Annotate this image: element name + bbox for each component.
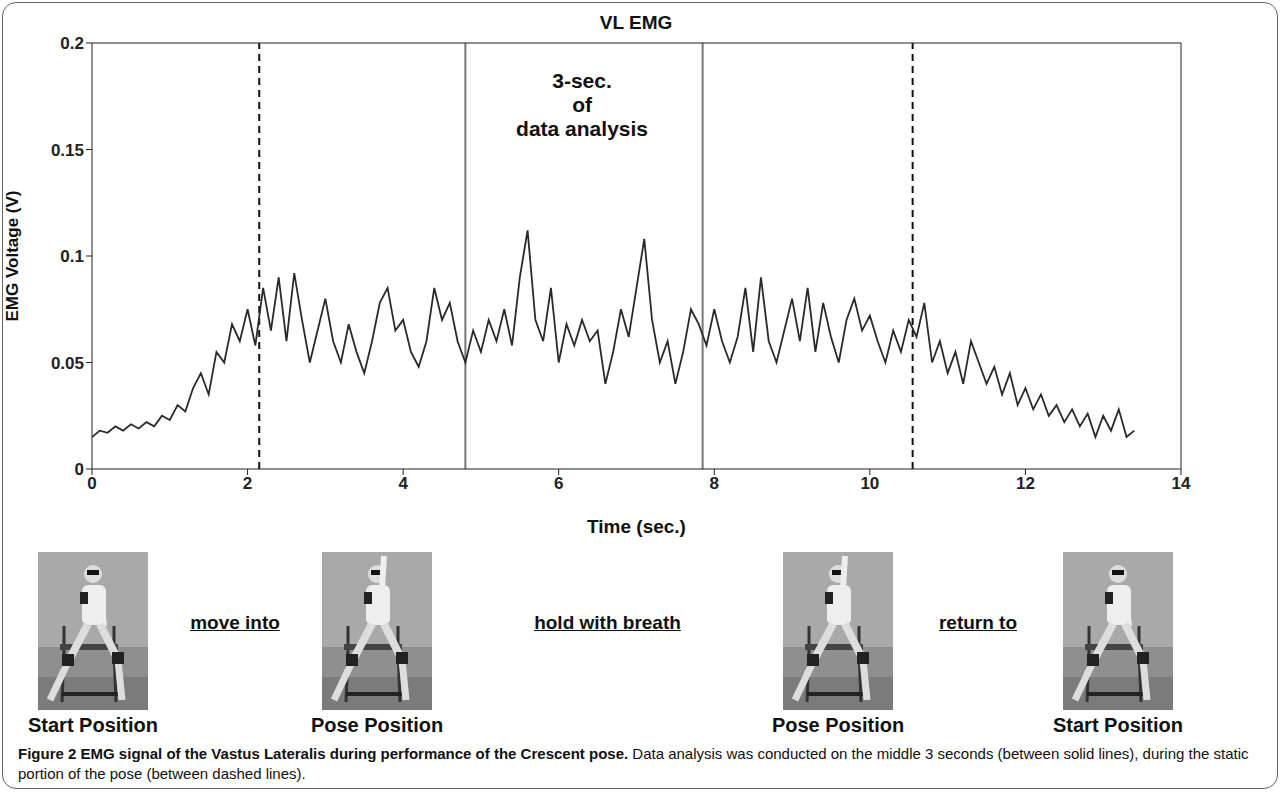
html-text:move into: move into xyxy=(190,612,280,633)
svg-text:0.05: 0.05 xyxy=(51,354,84,373)
html-text:Figure 2 EMG signal of the Vas: Figure 2 EMG signal of the Vastus Latera… xyxy=(18,745,1249,782)
html-text:VL EMG: VL EMG xyxy=(599,12,673,33)
html-text:return to: return to xyxy=(938,612,1017,633)
svg-text:6: 6 xyxy=(554,474,563,493)
svg-text:14: 14 xyxy=(1172,474,1191,493)
svg-text:12: 12 xyxy=(1016,474,1035,493)
html-text:Start Position: Start Position xyxy=(28,714,158,736)
svg-text:0: 0 xyxy=(87,474,96,493)
svg-text:0.1: 0.1 xyxy=(60,247,84,266)
svg-text:8: 8 xyxy=(710,474,719,493)
svg-text:4: 4 xyxy=(398,474,408,493)
svg-text:2: 2 xyxy=(243,474,252,493)
html-text:Pose Position: Pose Position xyxy=(310,714,444,736)
html-text:hold with breath: hold with breath xyxy=(534,612,681,633)
svg-text:Time (sec.): Time (sec.) xyxy=(587,516,686,537)
html-text:Pose Position: Pose Position xyxy=(771,714,905,736)
svg-text:0.2: 0.2 xyxy=(60,34,84,53)
svg-text:3-sec.: 3-sec. xyxy=(552,69,612,92)
svg-text:10: 10 xyxy=(860,474,879,493)
svg-text:of: of xyxy=(572,93,593,116)
html-text:Start Position: Start Position xyxy=(1053,714,1183,736)
svg-text:data analysis: data analysis xyxy=(516,117,648,140)
svg-text:EMG Voltage (V): EMG Voltage (V) xyxy=(3,191,22,322)
svg-text:0.15: 0.15 xyxy=(51,141,84,160)
svg-text:0: 0 xyxy=(75,460,84,479)
